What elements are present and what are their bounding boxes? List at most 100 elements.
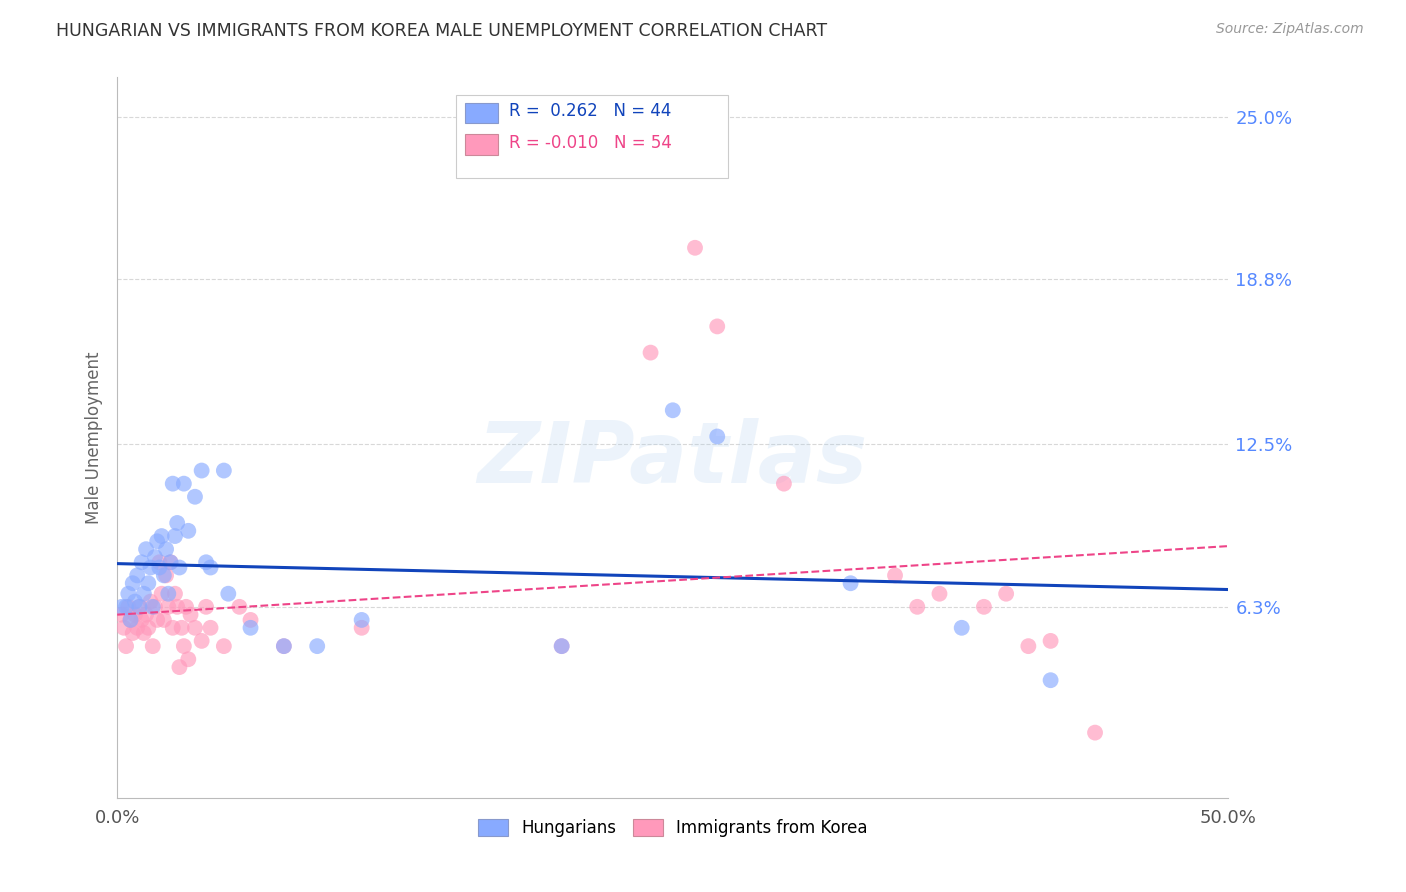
Point (159, 555, 181, 569)
Point (163, 587, 186, 601)
Point (132, 626, 155, 640)
Point (115, 599, 138, 614)
Point (153, 613, 176, 627)
Point (117, 599, 139, 614)
Point (200, 621, 222, 635)
Text: ZIPatlas: ZIPatlas (478, 418, 868, 501)
Point (190, 633, 212, 648)
Point (190, 464, 212, 478)
Point (884, 568, 907, 582)
Point (170, 621, 193, 635)
Point (174, 599, 197, 614)
Point (173, 639, 195, 653)
Point (159, 555, 181, 569)
Legend: Hungarians, Immigrants from Korea: Hungarians, Immigrants from Korea (471, 813, 875, 844)
Point (131, 555, 153, 569)
Point (135, 542, 157, 557)
Point (350, 613, 373, 627)
Point (136, 621, 159, 635)
Point (120, 613, 142, 627)
Point (135, 607, 157, 622)
Text: R = -0.010   N = 54: R = -0.010 N = 54 (509, 134, 672, 152)
Point (111, 607, 134, 622)
Point (150, 529, 173, 543)
Point (683, 241, 706, 255)
Point (273, 639, 295, 653)
Point (640, 345, 662, 359)
Point (162, 621, 184, 635)
Point (550, 639, 572, 653)
Point (162, 476, 184, 491)
Bar (465, 103, 498, 123)
Point (117, 587, 139, 601)
Point (212, 464, 235, 478)
Point (124, 594, 146, 608)
Point (239, 613, 262, 627)
Point (273, 639, 295, 653)
Point (195, 599, 218, 614)
Point (121, 576, 143, 591)
Point (180, 607, 202, 622)
Point (995, 587, 1018, 601)
Point (212, 639, 235, 653)
Point (127, 568, 149, 582)
Text: Source: ZipAtlas.com: Source: ZipAtlas.com (1216, 22, 1364, 37)
Point (1039, 673, 1062, 688)
Point (1017, 639, 1039, 653)
Point (163, 529, 186, 543)
Point (127, 621, 149, 635)
Point (350, 621, 373, 635)
Point (184, 490, 207, 504)
Point (228, 599, 250, 614)
Point (115, 639, 138, 653)
Point (706, 429, 728, 443)
Point (166, 599, 188, 614)
Point (177, 524, 200, 538)
Point (200, 560, 222, 574)
Point (169, 660, 191, 674)
Point (307, 639, 329, 653)
Point (550, 639, 572, 653)
Point (155, 542, 177, 557)
Point (155, 568, 177, 582)
Point (950, 621, 973, 635)
Point (157, 587, 180, 601)
Point (217, 587, 239, 601)
Point (128, 599, 150, 614)
Point (928, 587, 950, 601)
Text: HUNGARIAN VS IMMIGRANTS FROM KOREA MALE UNEMPLOYMENT CORRELATION CHART: HUNGARIAN VS IMMIGRANTS FROM KOREA MALE … (56, 22, 827, 40)
Point (905, 599, 928, 614)
Point (148, 555, 170, 569)
Point (146, 613, 169, 627)
Bar (465, 135, 498, 154)
Point (157, 599, 180, 614)
FancyBboxPatch shape (456, 95, 728, 178)
Point (124, 607, 146, 622)
Point (153, 568, 176, 582)
Point (120, 613, 142, 627)
Point (121, 626, 143, 640)
Point (148, 560, 170, 574)
Point (139, 560, 162, 574)
Point (169, 560, 191, 574)
Point (173, 476, 195, 491)
Point (150, 587, 173, 601)
Point (184, 621, 207, 635)
Point (662, 403, 685, 417)
Point (131, 613, 153, 627)
Point (143, 599, 166, 614)
Point (142, 639, 165, 653)
Y-axis label: Male Unemployment: Male Unemployment (86, 351, 103, 524)
Point (146, 534, 169, 549)
Point (177, 652, 200, 666)
Point (128, 599, 150, 614)
Point (136, 576, 159, 591)
Point (166, 516, 188, 530)
Point (706, 319, 728, 334)
Point (1039, 633, 1062, 648)
Point (839, 576, 862, 591)
Point (132, 587, 155, 601)
Point (139, 594, 162, 608)
Point (239, 621, 262, 635)
Point (195, 555, 218, 569)
